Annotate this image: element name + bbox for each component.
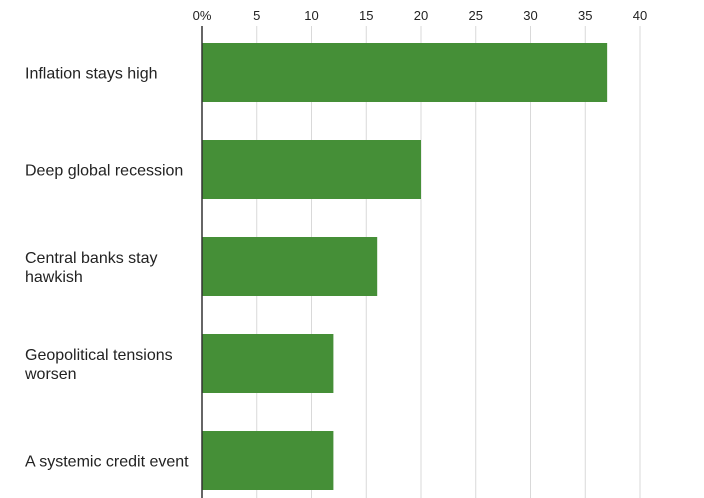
- bar: [202, 140, 421, 199]
- bar: [202, 43, 608, 102]
- category-label: hawkish: [25, 269, 83, 286]
- x-tick-label: 0%: [193, 8, 212, 23]
- x-tick-label: 15: [359, 8, 373, 23]
- bar: [202, 334, 334, 393]
- bar: [202, 237, 378, 296]
- x-tick-label: 30: [523, 8, 537, 23]
- category-label: worsen: [24, 366, 77, 383]
- x-tick-label: 35: [578, 8, 592, 23]
- category-labels: Inflation stays high Deep global recessio…: [24, 66, 189, 471]
- bar: [202, 431, 334, 490]
- x-tick-label: 40: [633, 8, 647, 23]
- category-label: Central banks stay: [25, 250, 158, 267]
- x-tick-label: 25: [469, 8, 483, 23]
- x-tick-label: 20: [414, 8, 428, 23]
- category-label: Inflation stays high: [25, 66, 158, 83]
- x-tick-label: 10: [304, 8, 318, 23]
- category-label: Geopolitical tensions: [25, 347, 173, 364]
- category-label: A systemic credit event: [25, 454, 189, 471]
- category-label: Deep global recession: [25, 163, 183, 180]
- x-axis-ticks: 0% 5 10 15 20 25 30 35 40: [193, 8, 648, 23]
- bars: [202, 43, 608, 490]
- x-tick-label: 5: [253, 8, 260, 23]
